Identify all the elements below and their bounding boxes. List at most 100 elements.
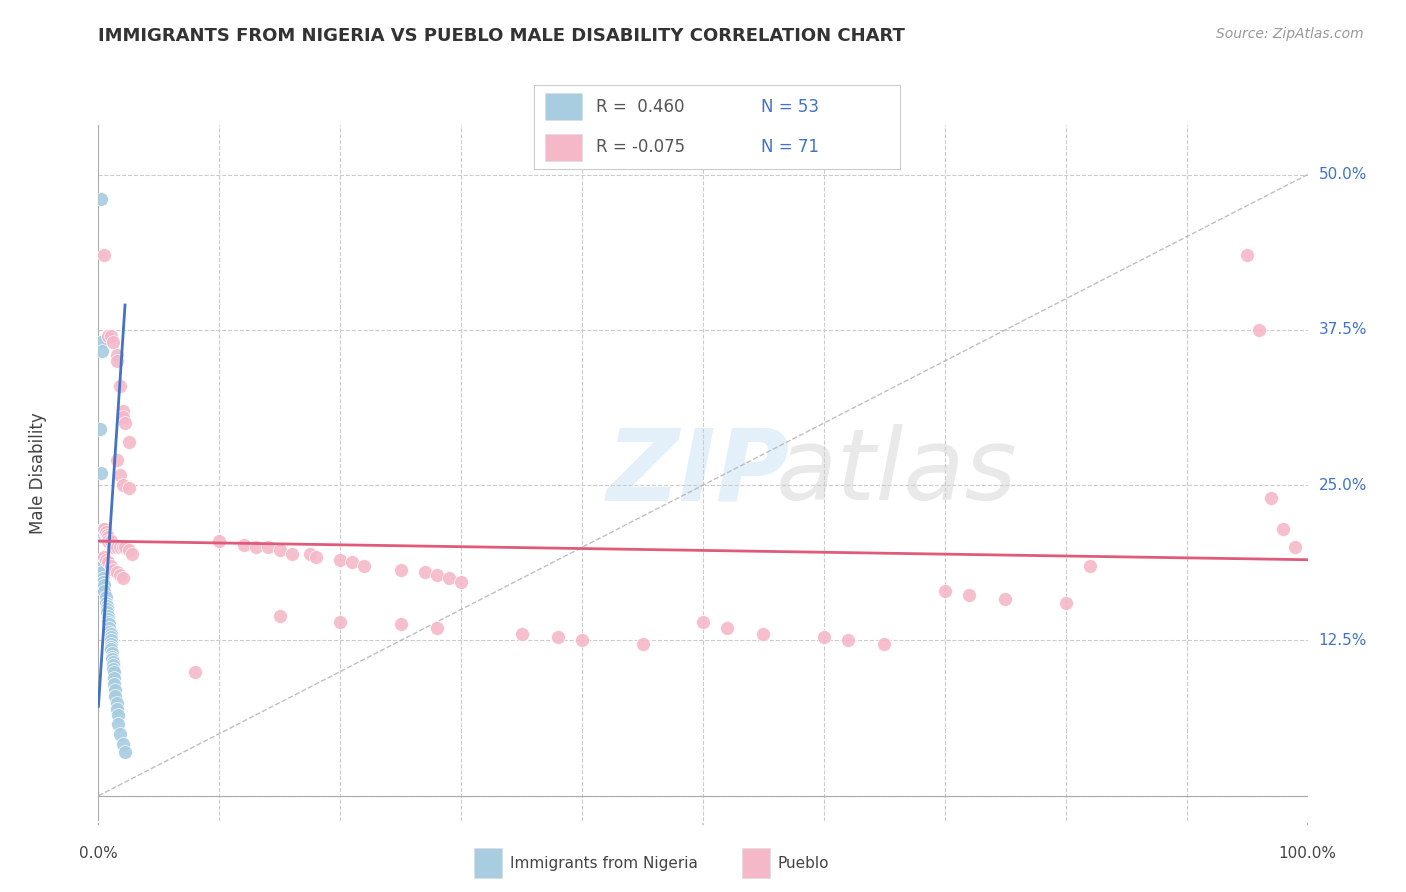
- Point: [90, 466, 112, 480]
- Point: [437, 571, 460, 585]
- Point: [97, 612, 120, 626]
- Point: [101, 541, 124, 555]
- Point: [93, 522, 115, 536]
- Point: [426, 567, 449, 582]
- Point: [450, 575, 472, 590]
- Point: [93, 550, 115, 565]
- Text: Pueblo: Pueblo: [778, 855, 830, 871]
- Point: [104, 683, 127, 698]
- Point: [103, 677, 125, 691]
- Point: [111, 571, 134, 585]
- Point: [305, 550, 328, 565]
- Point: [208, 534, 231, 549]
- Point: [1284, 541, 1306, 555]
- Point: [389, 617, 412, 632]
- Point: [93, 248, 115, 262]
- Point: [98, 617, 121, 632]
- Point: [245, 541, 267, 555]
- Point: [100, 558, 122, 573]
- Text: IMMIGRANTS FROM NIGERIA VS PUEBLO MALE DISABILITY CORRELATION CHART: IMMIGRANTS FROM NIGERIA VS PUEBLO MALE D…: [98, 27, 905, 45]
- Point: [98, 621, 121, 635]
- Text: N = 71: N = 71: [761, 138, 818, 156]
- Point: [91, 344, 114, 359]
- Point: [298, 547, 321, 561]
- Point: [108, 541, 131, 555]
- Point: [91, 558, 114, 573]
- FancyBboxPatch shape: [546, 94, 582, 120]
- Point: [752, 627, 775, 641]
- Point: [957, 588, 980, 602]
- Point: [631, 637, 654, 651]
- Point: [101, 335, 124, 350]
- Point: [1272, 522, 1295, 536]
- Point: [269, 542, 291, 557]
- Point: [105, 453, 128, 467]
- Point: [94, 528, 117, 542]
- Point: [91, 575, 114, 590]
- Point: [90, 335, 112, 350]
- Point: [510, 627, 533, 641]
- Point: [97, 555, 120, 569]
- Point: [100, 633, 122, 648]
- Point: [101, 658, 124, 673]
- Text: Male Disability: Male Disability: [30, 412, 46, 533]
- Point: [105, 354, 128, 368]
- Point: [994, 592, 1017, 607]
- Point: [118, 542, 141, 557]
- Text: 50.0%: 50.0%: [1319, 167, 1367, 182]
- Point: [100, 329, 122, 343]
- Point: [121, 547, 143, 561]
- Point: [94, 596, 117, 610]
- Point: [118, 481, 141, 495]
- Point: [232, 538, 254, 552]
- FancyBboxPatch shape: [474, 848, 502, 878]
- Point: [716, 621, 738, 635]
- Point: [91, 525, 114, 540]
- FancyBboxPatch shape: [742, 848, 770, 878]
- Point: [571, 633, 593, 648]
- Point: [105, 565, 128, 579]
- Point: [114, 416, 136, 430]
- Point: [90, 552, 112, 567]
- Point: [114, 745, 136, 759]
- Point: [104, 690, 127, 704]
- Point: [100, 630, 122, 644]
- Point: [100, 640, 122, 654]
- Point: [105, 696, 128, 710]
- Point: [1054, 596, 1077, 610]
- Text: 100.0%: 100.0%: [1278, 846, 1337, 861]
- Point: [101, 563, 124, 577]
- Point: [91, 530, 114, 544]
- Point: [111, 478, 134, 492]
- Point: [108, 567, 131, 582]
- Point: [1236, 248, 1258, 262]
- Point: [90, 193, 112, 207]
- Point: [93, 583, 115, 598]
- Text: R = -0.075: R = -0.075: [596, 138, 686, 156]
- Text: 0.0%: 0.0%: [79, 846, 118, 861]
- Point: [111, 409, 134, 424]
- Point: [93, 528, 115, 542]
- Text: 12.5%: 12.5%: [1319, 633, 1367, 648]
- Text: R =  0.460: R = 0.460: [596, 98, 685, 116]
- Point: [100, 534, 122, 549]
- Text: 25.0%: 25.0%: [1319, 478, 1367, 492]
- Point: [1249, 323, 1271, 337]
- Point: [96, 528, 118, 542]
- Point: [100, 646, 122, 660]
- Point: [329, 615, 352, 629]
- Point: [547, 630, 569, 644]
- Point: [873, 637, 896, 651]
- Point: [108, 378, 131, 392]
- Point: [269, 608, 291, 623]
- Point: [91, 571, 114, 585]
- Point: [107, 708, 129, 723]
- Point: [94, 552, 117, 567]
- Point: [96, 605, 118, 619]
- Point: [413, 565, 436, 579]
- Point: [256, 541, 278, 555]
- Point: [118, 434, 141, 449]
- Point: [1078, 558, 1101, 573]
- Point: [342, 555, 364, 569]
- Point: [426, 621, 449, 635]
